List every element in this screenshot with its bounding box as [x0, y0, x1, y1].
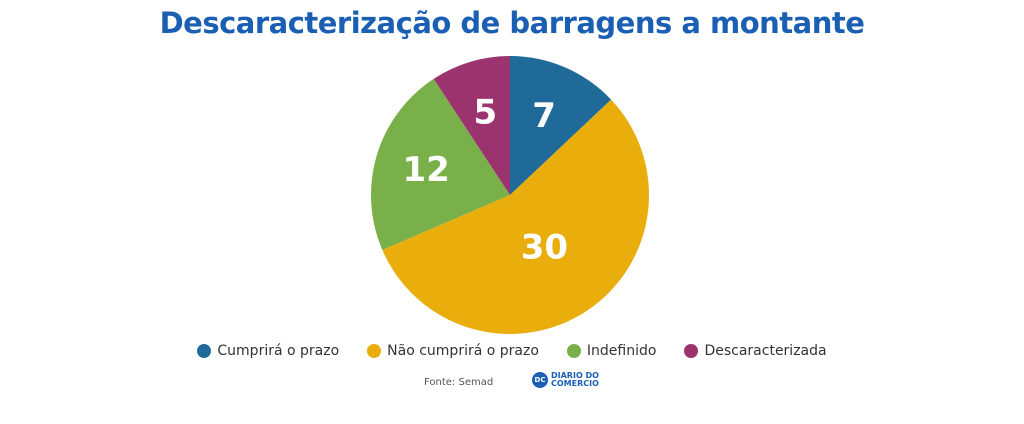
- slice-indefinido: [371, 78, 510, 251]
- legend-label: Descaracterizada: [704, 343, 827, 359]
- legend-swatch: [566, 344, 581, 358]
- data-label-indefinido: 12: [402, 150, 449, 190]
- logo-badge: DC: [532, 372, 548, 388]
- legend-swatch: [684, 344, 699, 358]
- data-label-descaracterizada: 5: [473, 92, 497, 132]
- legend-item-nao-cumprira: Não cumprirá o prazo: [367, 343, 539, 359]
- slice-cumprira: [510, 56, 612, 195]
- logo-text: DIARIO DO COMERCIO: [551, 372, 599, 388]
- legend-label: Não cumprirá o prazo: [387, 343, 539, 359]
- legend: Cumprirá o prazo Não cumprirá o prazo In…: [0, 343, 1024, 359]
- slice-nao-cumprira: [382, 99, 649, 334]
- slice-descaracterizada: [433, 56, 510, 195]
- legend-item-descaracterizada: Descaracterizada: [684, 343, 827, 359]
- legend-swatch: [367, 344, 382, 358]
- legend-item-cumprira: Cumprirá o prazo: [197, 343, 339, 359]
- data-label-nao-cumprira: 30: [521, 227, 568, 267]
- source-note: Fonte: Semad: [424, 377, 494, 388]
- data-label-cumprira: 7: [532, 96, 556, 136]
- legend-label: Cumprirá o prazo: [217, 343, 340, 359]
- legend-item-indefinido: Indefinido: [566, 343, 657, 359]
- logo-line-1: DIARIO DO: [551, 371, 599, 380]
- legend-label: Indefinido: [586, 343, 657, 359]
- publisher-logo: DC DIARIO DO COMERCIO: [532, 372, 599, 388]
- chart-title: Descaracterização de barragens a montant…: [159, 6, 865, 40]
- logo-line-2: COMERCIO: [551, 379, 599, 388]
- legend-swatch: [197, 344, 212, 358]
